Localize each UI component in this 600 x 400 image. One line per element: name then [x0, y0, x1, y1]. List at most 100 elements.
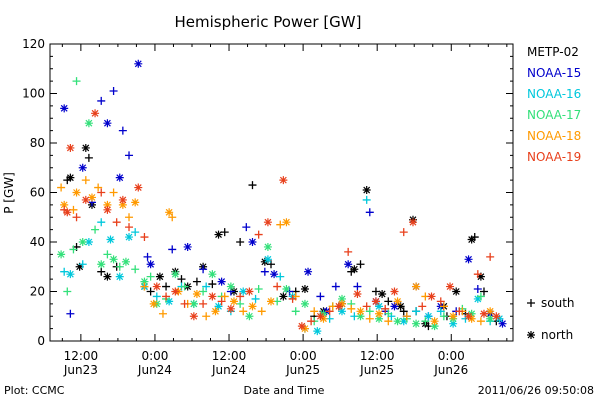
star-marker — [350, 265, 359, 274]
plus-marker — [72, 213, 81, 222]
plus-marker — [356, 260, 365, 269]
star-marker — [146, 260, 155, 269]
star-marker — [214, 302, 223, 311]
star-marker — [316, 312, 325, 321]
star-marker — [297, 322, 306, 331]
plus-marker — [236, 238, 245, 246]
star-marker — [300, 285, 309, 294]
star-marker — [239, 287, 248, 296]
plus-marker — [254, 230, 263, 239]
plus-marker — [118, 126, 127, 135]
star-marker — [57, 250, 66, 259]
star-marker — [449, 319, 458, 328]
plus-marker — [60, 267, 69, 276]
star-marker — [245, 287, 254, 296]
plus-marker — [84, 153, 93, 162]
star-marker — [66, 143, 75, 152]
plus-marker — [239, 307, 248, 316]
plus-marker — [399, 228, 408, 237]
footer-timestamp: 2011/06/26 09:50:08 — [478, 384, 594, 397]
plus-marker — [236, 292, 245, 301]
plus-marker — [236, 299, 245, 308]
star-marker — [396, 302, 405, 311]
star-marker — [446, 282, 455, 291]
star-marker — [486, 307, 495, 316]
star-marker — [78, 163, 87, 172]
star-marker — [214, 230, 223, 239]
plus-marker — [131, 265, 140, 274]
plus-marker — [146, 272, 155, 281]
star-marker — [479, 309, 488, 318]
star-marker — [192, 289, 201, 298]
star-marker — [279, 176, 288, 185]
star-marker — [412, 319, 421, 328]
star-marker — [84, 238, 93, 246]
star-marker — [424, 312, 433, 321]
star-marker — [155, 272, 164, 281]
x-tick-date-label: Jun25 — [285, 363, 320, 377]
y-tick-label: 40 — [30, 235, 45, 249]
star-marker — [393, 317, 402, 326]
plus-marker — [180, 282, 189, 291]
plus-marker — [476, 292, 485, 301]
plus-marker — [168, 245, 177, 254]
plus-marker — [180, 299, 189, 308]
star-marker — [189, 312, 198, 321]
plus-marker — [81, 176, 90, 185]
star-marker — [75, 262, 84, 271]
star-marker — [375, 302, 384, 311]
star-marker — [115, 173, 124, 182]
star-marker — [356, 312, 365, 321]
plus-marker — [192, 277, 201, 286]
x-tick-time-label: 12:00 — [64, 349, 99, 363]
plus-marker — [476, 317, 485, 326]
star-marker — [78, 238, 87, 246]
plus-marker — [371, 287, 380, 296]
plus-marker — [220, 228, 229, 237]
star-marker — [66, 270, 75, 279]
y-tick-label: 100 — [22, 87, 45, 101]
plus-marker — [439, 302, 448, 311]
star-marker — [390, 287, 399, 296]
plus-marker — [310, 307, 319, 316]
plus-marker — [439, 312, 448, 321]
star-marker — [263, 242, 272, 251]
star-marker — [87, 193, 96, 202]
star-marker — [189, 299, 198, 308]
plus-marker — [162, 292, 171, 301]
star-marker — [452, 287, 461, 296]
plus-marker — [384, 317, 393, 326]
legend-entry-noaa-15: NOAA-15 — [527, 66, 581, 80]
x-tick-date-label: Jun23 — [63, 363, 98, 377]
plus-marker — [69, 245, 78, 254]
star-marker — [217, 277, 226, 286]
plus-marker — [381, 304, 390, 313]
x-tick-date-label: Jun25 — [359, 363, 394, 377]
star-marker — [486, 314, 495, 323]
legend-entry-noaa-16: NOAA-16 — [527, 87, 581, 101]
x-tick-time-label: 0:00 — [290, 349, 317, 363]
x-axis-label: Date and Time — [244, 384, 325, 397]
star-marker — [140, 277, 149, 286]
plus-marker — [115, 262, 124, 271]
plus-marker — [254, 285, 263, 294]
data-points — [57, 59, 507, 336]
plus-marker — [152, 292, 161, 301]
star-marker — [282, 285, 291, 294]
plus-marker — [125, 151, 134, 160]
star-marker — [353, 289, 362, 298]
footer-credit: Plot: CCMC — [4, 384, 65, 397]
plus-marker — [486, 252, 495, 261]
star-marker — [399, 317, 408, 326]
plus-marker — [168, 213, 177, 222]
star-marker — [115, 272, 124, 281]
plus-marker — [527, 299, 535, 307]
star-marker — [393, 297, 402, 306]
plus-marker — [418, 302, 427, 311]
star-marker — [118, 195, 127, 204]
plus-marker — [353, 282, 362, 291]
star-marker — [165, 208, 174, 217]
star-marker — [375, 309, 384, 318]
star-marker — [270, 270, 279, 279]
x-axis: 12:00Jun230:00Jun2412:00Jun240:00Jun2512… — [61, 44, 508, 377]
